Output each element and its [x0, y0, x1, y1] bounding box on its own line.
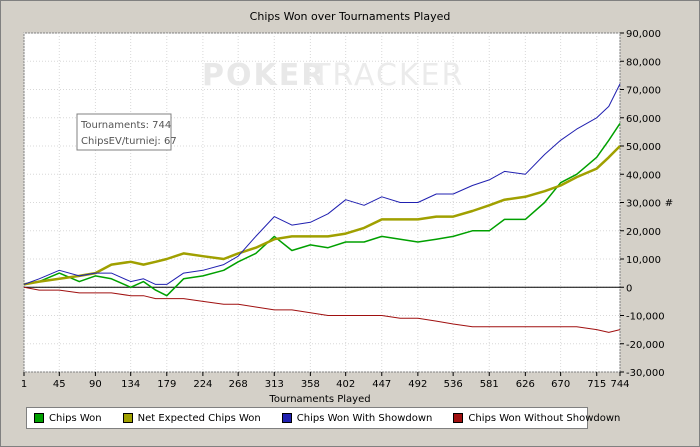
y-tick-label: 60,000: [626, 114, 661, 125]
y-tick-label: -30,000: [626, 368, 665, 379]
series-layer: [23, 83, 621, 333]
legend-item: Chips Won Without Showdown: [453, 413, 620, 424]
info-chipsev: ChipsEV/turniej: 67: [81, 136, 177, 147]
x-tick-label: 224: [193, 379, 212, 390]
legend-label: Net Expected Chips Won: [137, 412, 261, 424]
series-line-3: [23, 83, 621, 285]
y-tick-label: 40,000: [626, 170, 661, 181]
legend: Chips Won Net Expected Chips Won Chips Won…: [26, 407, 620, 429]
y-tick-label: -10,000: [626, 312, 665, 323]
x-tick-label: 90: [89, 379, 102, 390]
x-tick-label: 626: [516, 379, 535, 390]
legend-item: Chips Won: [34, 413, 102, 424]
legend-swatch: [34, 413, 44, 423]
series-line-1: [23, 122, 621, 297]
y-tick-label: 80,000: [626, 57, 661, 68]
legend-item: Net Expected Chips Won: [122, 412, 261, 424]
y-tick-label: 20,000: [626, 227, 661, 238]
x-axis: 1 45 90 134 179 224 268 313 358 402 447 492 536 581 62…: [21, 372, 630, 390]
y-axis: 90,000 80,000 70,000 60,000 50,000 40,000 30,0…: [620, 29, 665, 379]
watermark: POKER TRACKER: [202, 58, 464, 93]
x-tick-label: 134: [121, 379, 140, 390]
x-tick-label: 492: [408, 379, 427, 390]
series-line-4: [23, 286, 621, 333]
x-tick-label: 715: [587, 379, 606, 390]
y-tick-label: 50,000: [626, 142, 661, 153]
series-line-2: [23, 145, 621, 286]
info-tournaments: Tournaments: 744: [80, 120, 171, 131]
x-tick-label: 447: [372, 379, 391, 390]
x-tick-label: 313: [265, 379, 284, 390]
x-tick-label: 402: [336, 379, 355, 390]
info-box-frame: [76, 113, 172, 151]
y-tick-label: 10,000: [626, 255, 661, 266]
x-tick-label: 268: [229, 379, 248, 390]
y-tick-label: 90,000: [626, 29, 661, 40]
legend-swatch: [453, 413, 464, 423]
y-tick-label: 70,000: [626, 86, 661, 97]
watermark-part2: TRACKER: [311, 58, 464, 93]
info-box: Tournaments: 744 ChipsEV/turniej: 67: [76, 113, 177, 151]
legend-swatch: [281, 413, 292, 423]
x-tick-label: 536: [444, 379, 463, 390]
legend-swatch: [122, 413, 133, 423]
chart-title: Chips Won over Tournaments Played: [249, 10, 451, 23]
x-tick-label: 179: [157, 379, 176, 390]
legend-label: Chips Won Without Showdown: [468, 412, 621, 424]
x-tick-label: 581: [480, 379, 499, 390]
y-tick-label: 0: [626, 283, 632, 294]
y-axis-label: #: [665, 198, 673, 209]
x-axis-label: Tournaments Played: [268, 394, 370, 405]
x-tick-label: 358: [301, 379, 320, 390]
y-tick-label: -20,000: [626, 340, 665, 351]
x-tick-label: 670: [551, 379, 570, 390]
legend-item: Chips Won With Showdown: [281, 412, 433, 424]
x-tick-label: 45: [53, 379, 66, 390]
watermark-part1: POKER: [202, 58, 326, 93]
y-tick-label: 30,000: [626, 199, 661, 210]
legend-label: Chips Won: [49, 412, 102, 424]
legend-label: Chips Won With Showdown: [296, 412, 433, 424]
x-tick-label: 1: [21, 379, 27, 390]
x-tick-label: 744: [610, 379, 629, 390]
